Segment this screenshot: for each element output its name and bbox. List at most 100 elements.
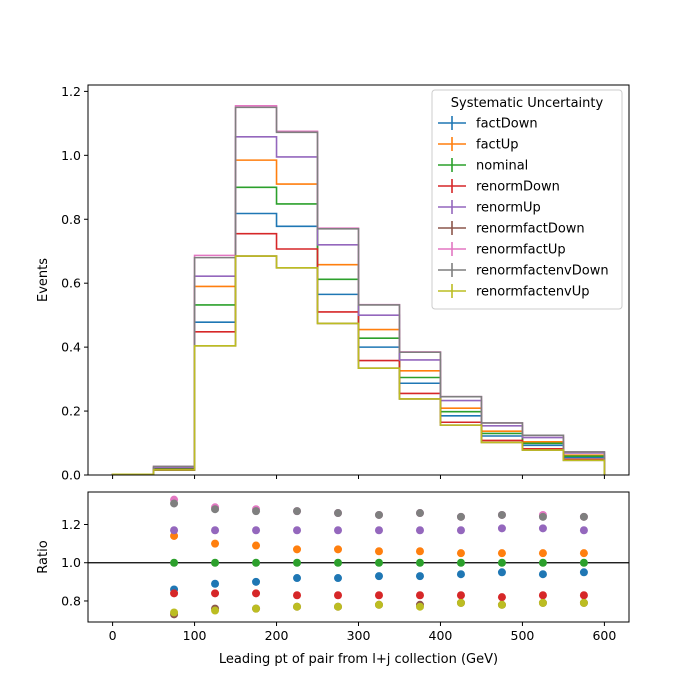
ratio-point-renormfactenvUp	[374, 600, 383, 609]
x-axis-label: Leading pt of pair from l+j collection (…	[219, 652, 498, 667]
ratio-point-renormfactenvDown	[334, 509, 343, 518]
ratio-point-factDown	[211, 579, 220, 588]
y-tick-label: 0.8	[61, 212, 81, 227]
ratio-points	[170, 495, 588, 619]
ratio-point-factDown	[252, 577, 261, 586]
ratio-point-factDown	[334, 574, 343, 583]
ratio-point-factUp	[252, 541, 261, 550]
ratio-point-renormUp	[415, 526, 424, 535]
legend-label: nominal	[476, 159, 528, 174]
legend-item-renormfactenvUp: renormfactenvUp	[438, 284, 590, 300]
ratio-point-factUp	[538, 549, 547, 558]
ratio-point-factUp	[579, 549, 588, 558]
ratio-point-renormfactenvDown	[497, 510, 506, 519]
ratio-point-renormDown	[293, 591, 302, 600]
ratio-point-renormDown	[456, 591, 465, 600]
ratio-point-nominal	[374, 558, 383, 567]
ratio-point-renormDown	[497, 593, 506, 602]
ratio-point-renormUp	[579, 526, 588, 535]
x-tick-label: 400	[429, 628, 453, 643]
legend-item-factDown: factDown	[438, 116, 538, 132]
ratio-point-renormUp	[497, 524, 506, 533]
x-tick-label: 200	[265, 628, 289, 643]
x-tick-label: 600	[592, 628, 616, 643]
ratio-point-factDown	[415, 572, 424, 581]
x-axis-ticks: 0 100 200 300 400 500 600	[109, 622, 616, 643]
y-tick-label: 0.2	[61, 404, 81, 419]
ratio-point-renormfactenvDown	[170, 499, 179, 508]
ratio-point-factDown	[579, 568, 588, 577]
main-panel: 0.0 0.2 0.4 0.6 0.8 1.0 1.2 Events	[36, 84, 630, 483]
ratio-point-nominal	[579, 558, 588, 567]
legend-item-nominal: nominal	[438, 158, 528, 174]
ratio-point-nominal	[538, 558, 547, 567]
ratio-point-renormUp	[334, 526, 343, 535]
ratio-point-renormDown	[334, 591, 343, 600]
ratio-point-factUp	[456, 549, 465, 558]
legend-title: Systematic Uncertainty	[451, 96, 604, 111]
y-tick-label: 1.2	[61, 84, 81, 99]
ratio-point-renormUp	[170, 526, 179, 535]
ratio-point-renormUp	[211, 526, 220, 535]
ratio-point-nominal	[334, 558, 343, 567]
ratio-point-renormDown	[415, 591, 424, 600]
ratio-y-tick-label: 1.0	[61, 555, 81, 570]
ratio-point-renormfactenvUp	[334, 602, 343, 611]
ratio-point-factDown	[456, 570, 465, 579]
ratio-point-factUp	[497, 549, 506, 558]
top-x-axis-ticks	[112, 475, 605, 479]
ratio-point-renormfactenvUp	[252, 604, 261, 613]
y-tick-label: 0.6	[61, 276, 81, 291]
ratio-point-renormDown	[374, 591, 383, 600]
ratio-point-renormfactenvUp	[170, 608, 179, 617]
main-panel-frame	[87, 84, 630, 476]
y-tick-label: 0.0	[61, 468, 81, 483]
ratio-panel: 0.8 1.0 1.2 0 100 200 300 400 500 600 Ratio Lead…	[36, 491, 630, 667]
ratio-point-renormfactenvDown	[211, 505, 220, 514]
ratio-point-renormDown	[211, 589, 220, 598]
legend-label: factUp	[476, 138, 519, 153]
histogram-lines	[111, 104, 606, 476]
x-tick-label: 100	[183, 628, 207, 643]
x-tick-label: 0	[109, 628, 117, 643]
histogram-line-renormfactenvUp	[111, 255, 606, 476]
ratio-point-factUp	[415, 547, 424, 556]
legend-item-renormfactenvDown: renormfactenvDown	[438, 263, 609, 279]
ratio-point-factDown	[293, 574, 302, 583]
ratio-point-renormfactenvDown	[415, 509, 424, 518]
ratio-point-renormUp	[538, 524, 547, 533]
ratio-point-renormUp	[252, 526, 261, 535]
ratio-point-renormfactenvUp	[456, 598, 465, 607]
legend-label: factDown	[476, 117, 538, 132]
ratio-y-axis-ticks: 0.8 1.0 1.2	[61, 517, 88, 608]
ratio-point-factDown	[538, 570, 547, 579]
legend-item-factUp: factUp	[438, 137, 519, 153]
ratio-point-renormfactenvDown	[293, 507, 302, 516]
legend: Systematic Uncertainty factDown factUp nom…	[431, 89, 623, 310]
legend-item-renormfactDown: renormfactDown	[438, 221, 585, 237]
legend-item-renormDown: renormDown	[438, 179, 560, 195]
top-y-axis-label: Events	[36, 258, 51, 302]
ratio-point-renormDown	[579, 591, 588, 600]
legend-label: renormfactenvUp	[476, 285, 590, 300]
ratio-point-renormfactenvUp	[211, 606, 220, 615]
x-tick-label: 500	[511, 628, 535, 643]
y-tick-label: 0.4	[61, 340, 81, 355]
ratio-point-nominal	[456, 558, 465, 567]
ratio-point-nominal	[211, 558, 220, 567]
ratio-point-renormfactenvUp	[415, 602, 424, 611]
ratio-point-nominal	[415, 558, 424, 567]
ratio-point-nominal	[293, 558, 302, 567]
legend-label: renormDown	[476, 180, 560, 195]
ratio-point-nominal	[497, 558, 506, 567]
ratio-point-renormDown	[538, 591, 547, 600]
legend-label: renormUp	[476, 201, 541, 216]
ratio-point-renormfactenvDown	[456, 512, 465, 521]
ratio-point-factUp	[211, 539, 220, 548]
ratio-y-axis-label: Ratio	[36, 540, 51, 573]
ratio-point-factUp	[374, 547, 383, 556]
top-y-axis-ticks: 0.0 0.2 0.4 0.6 0.8 1.0 1.2	[61, 84, 88, 483]
legend-box	[431, 89, 623, 310]
ratio-point-renormfactenvDown	[252, 507, 261, 516]
